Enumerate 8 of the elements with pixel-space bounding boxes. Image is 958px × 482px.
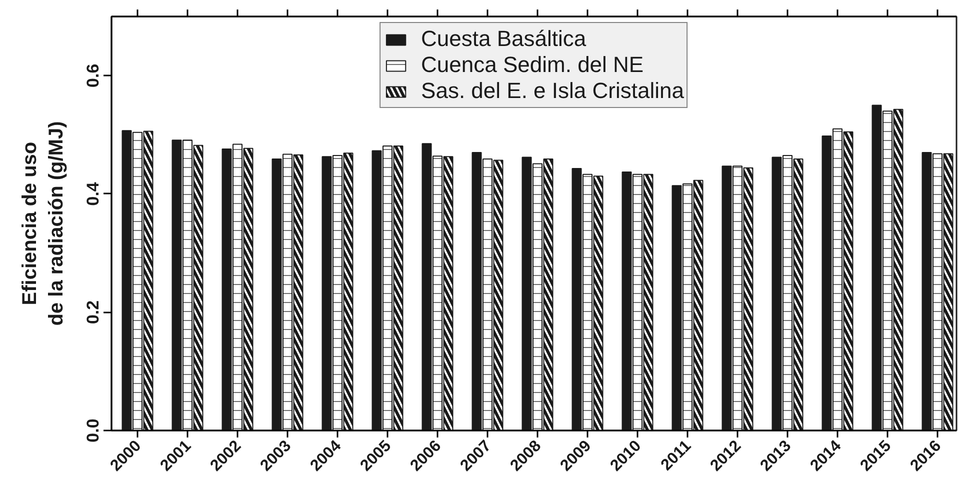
legend-label: Cuenca Sedim. del NE (421, 52, 644, 78)
y-tick-label: 0.4 (84, 182, 102, 206)
legend-label: Sas. del E. e Isla Cristalina (421, 78, 684, 104)
legend-label: Cuesta Basáltica (421, 26, 586, 52)
y-tick-label: 0.0 (84, 418, 102, 442)
y-tick-label: 0.2 (84, 300, 102, 324)
y-axis-title: Eficiencia de uso de la radiación (g/MJ) (19, 121, 68, 326)
y-tick-label: 0.6 (84, 64, 102, 88)
